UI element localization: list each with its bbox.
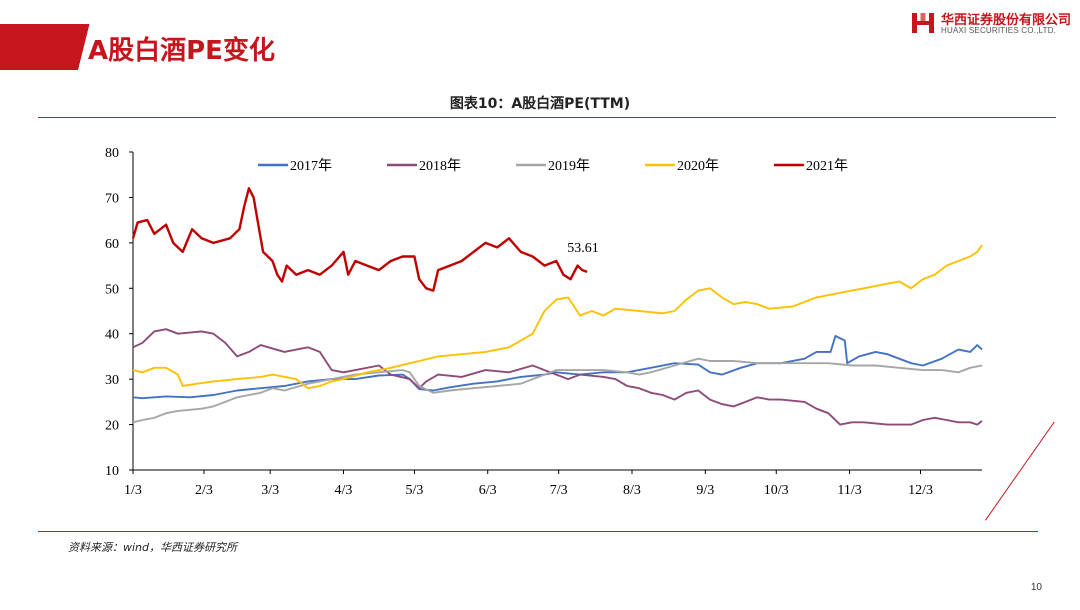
chart-legend: 2017年 2018年 2019年 2020年 2021年: [258, 158, 848, 174]
x-tick-label: 6/3: [479, 483, 497, 498]
x-tick-label: 11/3: [837, 483, 861, 498]
y-tick-label: 50: [105, 282, 119, 297]
y-tick-label: 20: [105, 419, 119, 434]
x-tick-label: 7/3: [550, 483, 568, 498]
legend-label-2021: 2021年: [806, 158, 848, 174]
x-tick-label: 2/3: [195, 483, 213, 498]
legend-label-2018: 2018年: [419, 158, 461, 174]
bottom-divider: [38, 531, 1038, 532]
y-tick-label: 70: [105, 191, 119, 206]
x-tick-label: 5/3: [405, 483, 423, 498]
legend-label-2020: 2020年: [677, 158, 719, 174]
legend-label-2019: 2019年: [548, 158, 590, 174]
last-value-label: 53.61: [567, 241, 599, 256]
series-line-2019: [132, 357, 983, 424]
company-logo: 华西证券股份有限公司 HUAXI SECURITIES CO.,LTD.: [910, 8, 1072, 40]
x-tick-label: 4/3: [335, 483, 353, 498]
series-line-2017: [132, 335, 983, 400]
logo-company-name-en: HUAXI SECURITIES CO.,LTD.: [941, 26, 1057, 35]
chart-series-lines: [131, 187, 983, 426]
source-note: 资料来源：wind，华西证券研究所: [68, 541, 238, 554]
chart-caption: 图表10：A股白酒PE(TTM): [449, 96, 631, 112]
series-line-2018: [132, 328, 983, 426]
chart-axes: 10 20 30 40 50 60 70 80 1/3 2/3 3/3 4/3 5/3 6/3 7/3 8/3…: [105, 146, 982, 498]
x-tick-label: 8/3: [623, 483, 641, 498]
top-divider: [38, 117, 1056, 118]
x-tick-label: 10/3: [764, 483, 789, 498]
y-tick-label: 60: [105, 237, 119, 252]
x-tick-label: 1/3: [124, 483, 142, 498]
y-tick-label: 10: [105, 464, 119, 479]
page-title: A股白酒PE变化: [88, 36, 275, 66]
x-tick-label: 12/3: [908, 483, 933, 498]
logo-company-name-cn: 华西证券股份有限公司: [941, 13, 1072, 28]
chart-annotations: 53.61: [567, 241, 599, 256]
y-tick-label: 80: [105, 146, 119, 161]
huaxi-logo-icon: [912, 13, 934, 33]
x-tick-label: 9/3: [696, 483, 714, 498]
series-line-2020: [132, 244, 983, 390]
series-line-2021: [131, 187, 588, 292]
page-number: 10: [1030, 582, 1042, 593]
legend-label-2017: 2017年: [290, 158, 332, 174]
x-tick-label: 3/3: [261, 483, 279, 498]
y-tick-label: 30: [105, 373, 119, 388]
y-tick-label: 40: [105, 328, 119, 343]
